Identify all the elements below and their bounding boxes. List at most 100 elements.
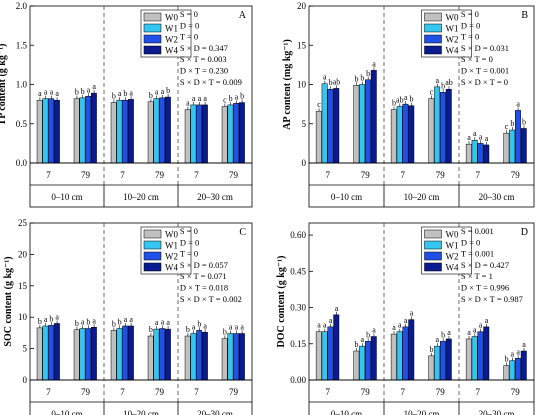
significance-letter: a [203,321,207,330]
stat-annotation: S = 0.001 [461,226,494,236]
significance-letter: a [467,328,471,337]
significance-letter: a [473,326,477,335]
stat-annotation: S = 0 [461,9,479,19]
y-axis-label: TP content (g kg⁻¹) [0,44,8,126]
bar-w2-5 [233,333,240,381]
y-axis-label: AP content (mg kg⁻¹) [282,39,293,130]
significance-letter: a [392,323,396,332]
bar-w1-1 [359,345,366,381]
y-axis-label: DOC content (g kg⁻¹) [276,256,287,348]
y-tick-label: 1.0 [16,80,28,90]
significance-letter: a [473,129,477,138]
bar-w1-4 [190,333,197,381]
bar-w0-0 [315,110,322,164]
depth-group-label: 10–20 cm [123,409,159,415]
y-tick-label: 0.30 [290,303,306,313]
significance-letter: b [366,69,370,78]
stat-annotation: D × T = 0.230 [180,66,228,76]
x-tick-label: 7 [194,170,199,180]
bar-w0-2 [110,330,117,381]
y-tick-label: 0.15 [290,339,306,349]
significance-letter: b [360,74,364,83]
significance-letter: b [355,340,359,349]
bar-w0-5 [221,338,228,381]
bar-w4-3 [445,88,452,164]
significance-letter: c [430,88,434,97]
x-tick-label: 7 [194,387,199,397]
stat-annotation: S × D × T = 0.009 [180,77,242,87]
significance-letter: a [55,312,59,321]
stat-annotation: S × D × T = 0.987 [461,294,523,304]
y-tick-label: 2.0 [16,1,28,11]
legend-swatch-w1 [424,240,442,250]
x-tick-label: 7 [476,387,481,397]
bar-w1-2 [396,106,403,164]
stat-annotation: D × T = 0.001 [461,66,509,76]
bar-w2-0 [327,88,334,164]
panel-label: B [521,10,528,21]
significance-letter: a [235,323,239,332]
y-tick-label: 0 [302,158,307,168]
x-tick-label: 79 [361,387,371,397]
significance-letter: b [229,94,233,103]
significance-letter: b [366,330,370,339]
bar-w0-1 [73,329,80,381]
significance-letter: c [317,100,321,109]
y-axis-label: SOC content (g kg⁻¹) [3,256,14,346]
bar-w1-3 [153,98,160,164]
significance-letter: b [166,86,170,95]
bar-w1-4 [471,336,478,381]
x-tick-label: 79 [436,170,446,180]
significance-letter: b [409,95,413,104]
significance-letter: b [123,89,127,98]
significance-letter: a [155,88,159,97]
legend-entry: W0 [446,13,459,23]
stat-annotation: S × D = 0.057 [180,260,228,270]
significance-letter: a [485,134,489,143]
significance-letter: ab [333,77,341,86]
significance-letter: a [410,309,414,318]
significance-letter: b [392,99,396,108]
bar-w4-4 [483,144,490,164]
significance-letter: c [223,95,227,104]
y-tick-label: 0.45 [290,266,306,276]
bar-w4-4 [201,104,208,164]
bar-w2-2 [402,326,409,381]
bar-w2-0 [48,98,55,164]
stat-annotation: S = 0 [180,9,198,19]
significance-letter: a [129,88,133,97]
bar-w2-2 [402,103,409,164]
significance-letter: a [485,316,489,325]
significance-letter: b [240,92,244,101]
significance-letter: a [124,315,128,324]
x-tick-label: 79 [511,170,521,180]
y-tick-label: 10 [297,80,307,90]
legend-swatch-w1 [143,240,162,250]
significance-letter: b [186,325,190,334]
legend-entry: W2 [165,35,178,45]
stat-annotation: T = 0 [180,249,198,259]
significance-letter: b [441,330,445,339]
bar-w1-4 [190,104,197,164]
bar-w4-5 [520,128,527,164]
stat-annotation: T = 0.001 [461,249,494,259]
legend-swatch-w1 [143,23,162,33]
legend-entry: W4 [165,263,178,273]
depth-group-label: 0–10 cm [51,409,82,415]
significance-letter: b [75,88,79,97]
bar-w2-1 [85,328,92,381]
legend-swatch-w0 [424,229,442,239]
panel-label: C [239,227,246,238]
bar-w4-1 [90,92,97,164]
x-tick-label: 7 [46,387,51,397]
bar-w2-1 [365,341,371,381]
bar-w4-2 [127,99,134,164]
significance-letter: a [447,328,451,337]
significance-letter: a [50,88,54,97]
bar-w0-4 [465,338,472,381]
legend-swatch-w4 [424,262,442,272]
bar-w4-5 [238,333,245,381]
x-tick-label: 7 [401,170,406,180]
x-tick-label: 79 [81,170,91,180]
